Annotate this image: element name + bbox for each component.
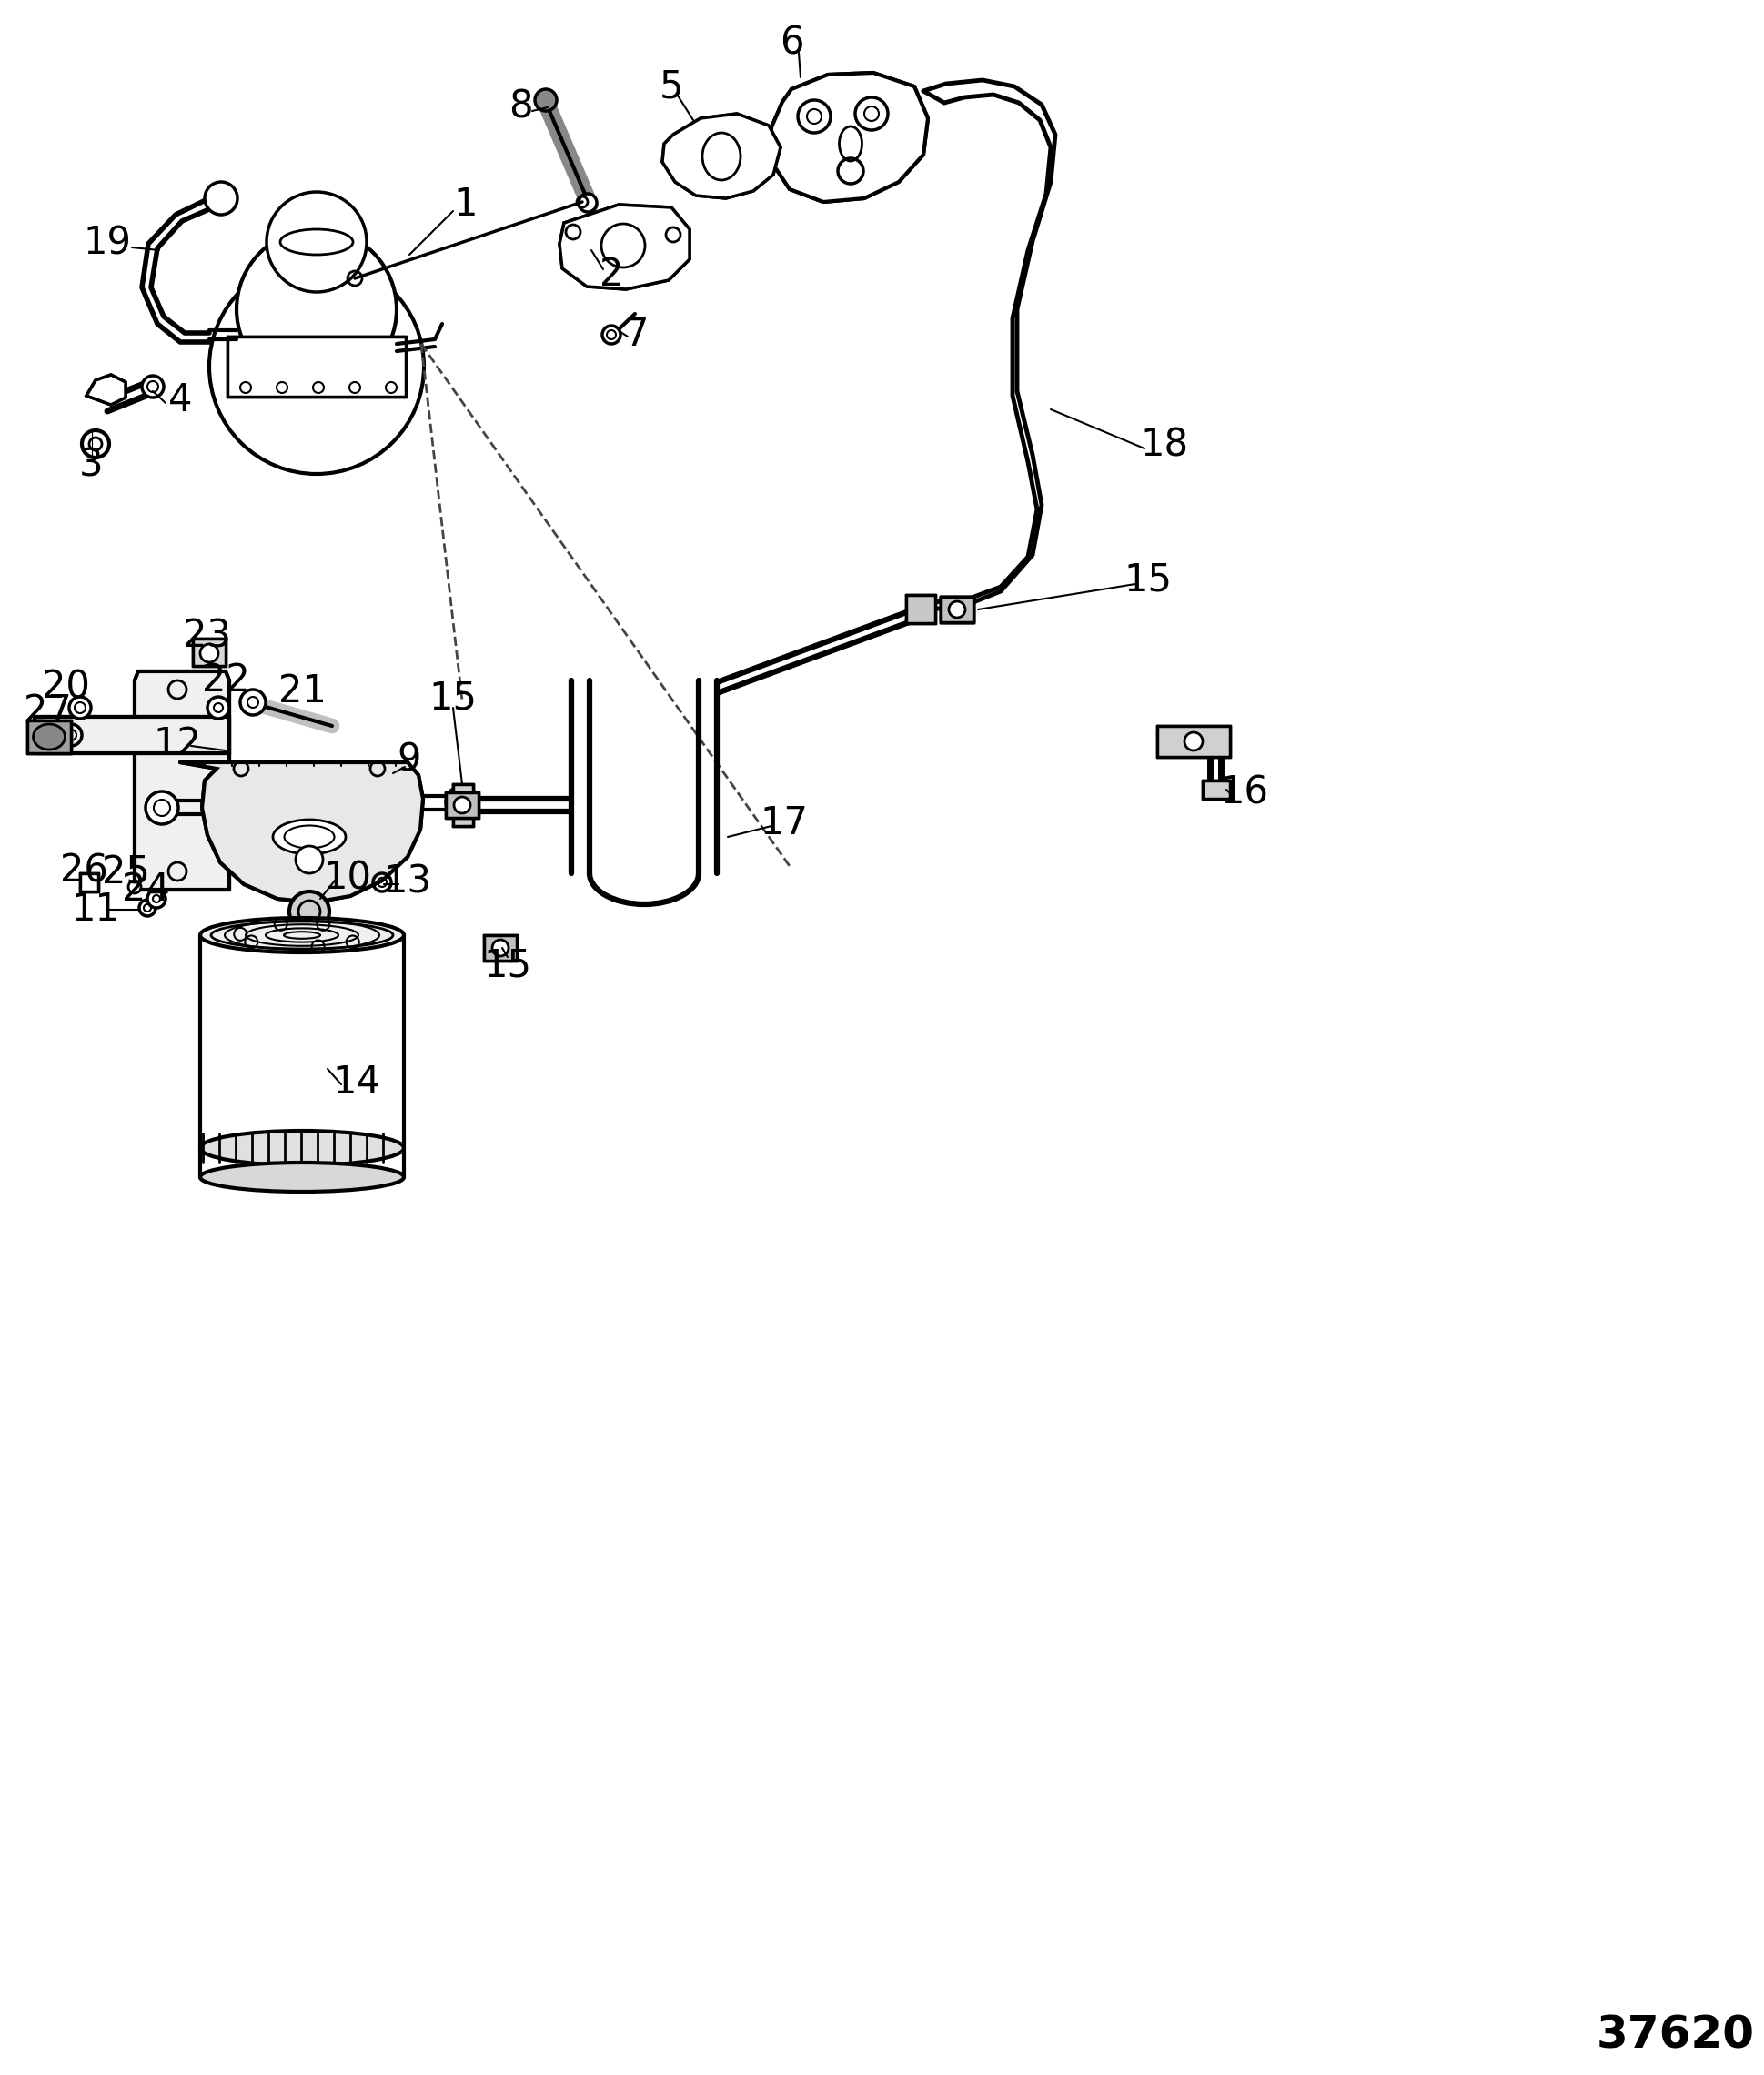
- Polygon shape: [662, 114, 780, 199]
- Polygon shape: [940, 598, 974, 623]
- Polygon shape: [134, 672, 229, 890]
- Text: 8: 8: [508, 89, 533, 127]
- Ellipse shape: [199, 1162, 404, 1191]
- Text: 13: 13: [383, 863, 432, 901]
- Circle shape: [534, 89, 556, 110]
- Polygon shape: [559, 205, 690, 288]
- Ellipse shape: [199, 1131, 404, 1166]
- Text: 22: 22: [201, 662, 249, 699]
- Polygon shape: [905, 596, 935, 622]
- Polygon shape: [453, 784, 473, 826]
- Text: 11: 11: [71, 890, 120, 930]
- Circle shape: [199, 643, 219, 662]
- Polygon shape: [483, 936, 517, 961]
- Text: 27: 27: [23, 693, 71, 730]
- Circle shape: [145, 791, 178, 824]
- Circle shape: [139, 901, 155, 915]
- Circle shape: [450, 793, 475, 818]
- Circle shape: [141, 376, 164, 398]
- Circle shape: [266, 193, 367, 293]
- Text: 1: 1: [453, 185, 478, 224]
- Circle shape: [949, 602, 965, 618]
- Text: 20: 20: [41, 668, 90, 706]
- Circle shape: [602, 326, 621, 344]
- Text: 26: 26: [60, 853, 108, 890]
- Circle shape: [492, 940, 508, 957]
- Circle shape: [1184, 732, 1201, 751]
- Text: 10: 10: [323, 859, 372, 896]
- Circle shape: [205, 183, 238, 214]
- Circle shape: [453, 797, 469, 813]
- Text: 4: 4: [168, 382, 192, 419]
- Polygon shape: [86, 376, 125, 405]
- Polygon shape: [1157, 726, 1230, 757]
- Polygon shape: [79, 874, 99, 892]
- Circle shape: [129, 880, 141, 894]
- Ellipse shape: [34, 724, 65, 749]
- Text: 23: 23: [183, 618, 231, 656]
- Polygon shape: [940, 598, 974, 623]
- Polygon shape: [180, 762, 423, 903]
- Text: 9: 9: [397, 741, 422, 778]
- Text: 19: 19: [83, 224, 131, 264]
- Ellipse shape: [199, 917, 404, 952]
- Text: 6: 6: [780, 25, 803, 62]
- Text: 5: 5: [660, 66, 683, 106]
- Polygon shape: [446, 793, 478, 818]
- Text: 14: 14: [332, 1062, 381, 1102]
- Text: 15: 15: [429, 679, 476, 718]
- Circle shape: [208, 697, 229, 718]
- Circle shape: [579, 193, 596, 212]
- Polygon shape: [192, 639, 226, 666]
- Text: 25: 25: [102, 855, 150, 892]
- Circle shape: [240, 689, 266, 716]
- Text: 24: 24: [122, 872, 169, 909]
- Text: 3: 3: [79, 446, 102, 486]
- Text: 12: 12: [153, 724, 201, 764]
- Polygon shape: [35, 716, 229, 753]
- Circle shape: [210, 259, 423, 473]
- Text: 7: 7: [624, 315, 649, 355]
- Text: 21: 21: [279, 672, 326, 710]
- Circle shape: [69, 697, 92, 718]
- Text: 37620: 37620: [1596, 2015, 1753, 2058]
- Circle shape: [296, 847, 323, 874]
- Text: 2: 2: [600, 255, 623, 295]
- Text: 15: 15: [1124, 560, 1171, 600]
- Text: 16: 16: [1219, 774, 1268, 811]
- Text: 15: 15: [483, 946, 531, 986]
- Circle shape: [236, 228, 397, 390]
- Circle shape: [148, 890, 166, 909]
- Circle shape: [949, 602, 965, 618]
- Text: 18: 18: [1140, 427, 1187, 465]
- Ellipse shape: [273, 820, 346, 855]
- Polygon shape: [771, 73, 928, 201]
- Polygon shape: [228, 336, 406, 396]
- Circle shape: [446, 786, 478, 820]
- Circle shape: [907, 598, 933, 623]
- Circle shape: [289, 892, 330, 932]
- Polygon shape: [26, 720, 71, 753]
- Polygon shape: [1201, 780, 1230, 799]
- Text: 17: 17: [760, 805, 808, 842]
